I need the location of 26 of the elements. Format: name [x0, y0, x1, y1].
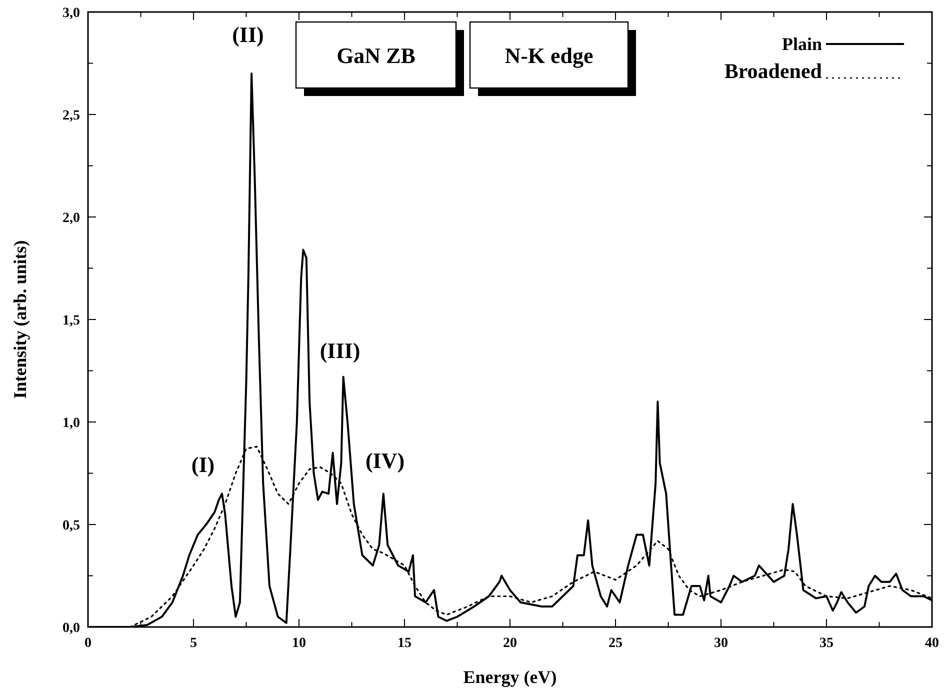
- y-axis-title: Intensity (arb. units): [10, 240, 30, 399]
- y-tick-label: 2,5: [62, 108, 80, 124]
- x-tick-label: 20: [503, 636, 517, 651]
- legend-label: Plain: [782, 34, 822, 54]
- x-tick-label: 30: [714, 636, 728, 651]
- annotation: N-K edge: [504, 43, 594, 68]
- annotation: (I): [191, 452, 215, 477]
- x-tick-label: 25: [608, 636, 622, 651]
- x-axis-title: Energy (eV): [463, 667, 557, 687]
- x-tick-label: 15: [398, 636, 412, 651]
- y-tick-label: 0,5: [62, 518, 80, 534]
- annotation: (IV): [365, 448, 405, 473]
- x-tick-label: 0: [84, 636, 92, 651]
- y-tick-label: 2,0: [62, 211, 80, 226]
- annotation: GaN ZB: [336, 43, 416, 68]
- y-tick-label: 1,0: [62, 416, 80, 431]
- x-tick-label: 5: [190, 636, 197, 651]
- x-tick-label: 40: [925, 636, 939, 651]
- annotation: (II): [232, 22, 264, 47]
- y-tick-label: 1,5: [62, 314, 80, 328]
- x-tick-label: 35: [820, 636, 834, 651]
- y-tick-label: 3,0: [62, 6, 80, 21]
- y-tick-label: 0,0: [62, 621, 80, 636]
- legend-label: Broadened: [724, 59, 822, 83]
- x-tick-label: 10: [292, 636, 306, 651]
- annotation: (III): [320, 338, 360, 363]
